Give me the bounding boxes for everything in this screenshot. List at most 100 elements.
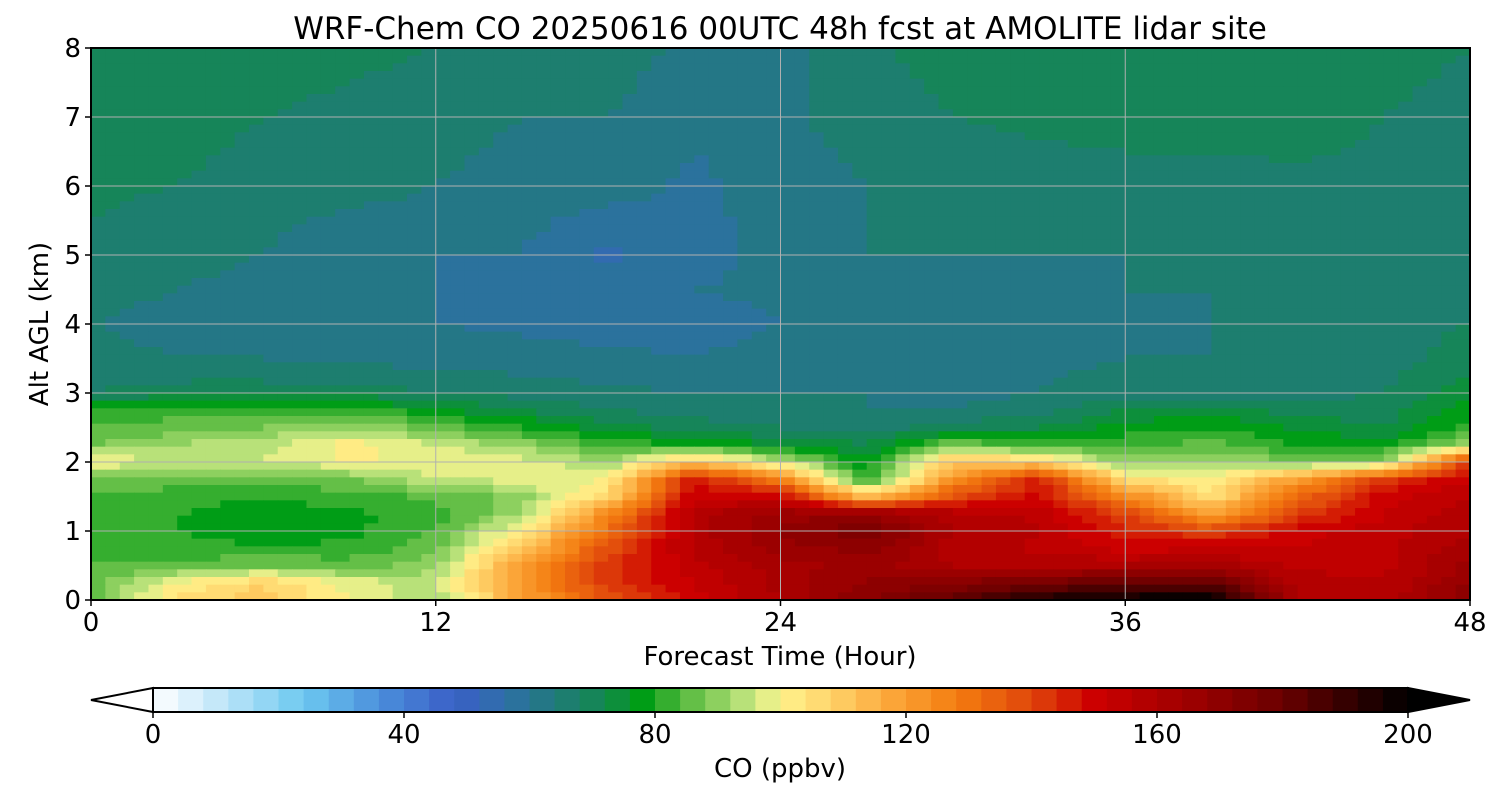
contour-cell [1340,155,1356,164]
contour-cell [134,262,150,271]
contour-cell [579,439,595,448]
contour-cell [1412,239,1428,248]
contour-cell [335,94,351,103]
contour-cell [1398,163,1414,172]
contour-cell [1168,78,1184,87]
contour-cell [723,140,738,149]
contour-cell [1369,216,1385,225]
contour-cell [1139,247,1155,256]
contour-cell [852,439,868,448]
contour-cell [550,232,566,241]
contour-cell [794,362,810,371]
contour-cell [1369,285,1385,294]
contour-cell [191,193,207,202]
contour-cell [751,278,767,287]
contour-cell [1311,101,1327,110]
contour-cell [1455,423,1471,432]
contour-cell [550,186,566,195]
contour-cell [881,78,897,87]
contour-cell [708,232,724,241]
contour-cell [651,377,667,386]
contour-cell [679,124,695,133]
contour-cell [306,285,322,294]
contour-cell [1139,186,1155,195]
contour-cell [823,293,839,302]
contour-cell [1182,255,1198,264]
contour-cell [320,170,336,179]
contour-cell [464,216,480,225]
contour-cell [694,285,710,294]
contour-cell [335,308,351,317]
contour-cell [378,109,394,118]
contour-cell [119,140,135,149]
contour-cell [995,170,1011,179]
contour-cell [651,262,667,271]
contour-cell [967,247,983,256]
contour-cell [464,140,480,149]
contour-cell [1024,416,1040,425]
contour-cell [924,239,940,248]
contour-cell [981,377,997,386]
contour-cell [292,324,308,333]
contour-cell [435,416,451,425]
contour-cell [1369,431,1385,440]
contour-cell [134,370,150,379]
contour-cell [1039,239,1055,248]
contour-cell [852,193,868,202]
contour-cell [119,377,135,386]
contour-cell [1039,132,1055,141]
contour-cell [478,48,494,57]
contour-cell [952,101,968,110]
contour-cell [1067,431,1083,440]
contour-cell [363,385,379,394]
contour-cell [105,423,121,432]
contour-cell [881,109,897,118]
contour-cell [105,147,121,156]
contour-cell [292,224,308,233]
contour-cell [751,78,767,87]
contour-cell [320,423,336,432]
contour-cell [335,71,351,80]
contour-cell [608,339,624,348]
contour-cell [1039,109,1055,118]
contour-cell [1082,101,1098,110]
contour-cell [1125,94,1141,103]
contour-cell [507,247,523,256]
contour-cell [1455,339,1471,348]
contour-cell [636,109,652,118]
contour-cell [881,400,897,409]
contour-cell [435,377,451,386]
contour-cell [981,278,997,287]
contour-cell [91,354,106,363]
contour-cell [1053,308,1069,317]
contour-cell [1168,377,1184,386]
contour-cell [809,339,825,348]
contour-cell [407,71,422,80]
contour-cell [751,239,767,248]
contour-cell [723,385,738,394]
contour-cell [565,193,580,202]
contour-cell [852,385,868,394]
contour-cell [1053,377,1069,386]
contour-cell [751,155,767,164]
contour-cell [478,63,494,72]
contour-cell [162,117,178,126]
contour-cell [952,193,968,202]
contour-cell [306,163,322,172]
contour-cell [349,247,365,256]
contour-cell [1096,316,1112,325]
contour-cell [981,293,997,302]
contour-cell [421,416,437,425]
contour-cell [694,140,710,149]
contour-cell [177,331,193,340]
contour-cell [938,178,954,187]
contour-cell [794,132,810,141]
contour-cell [723,193,738,202]
contour-cell [363,239,379,248]
contour-cell [1096,255,1112,264]
contour-cell [1182,431,1198,440]
contour-cell [1340,439,1356,448]
contour-cell [1254,370,1270,379]
contour-cell [1311,155,1327,164]
contour-cell [234,186,250,195]
